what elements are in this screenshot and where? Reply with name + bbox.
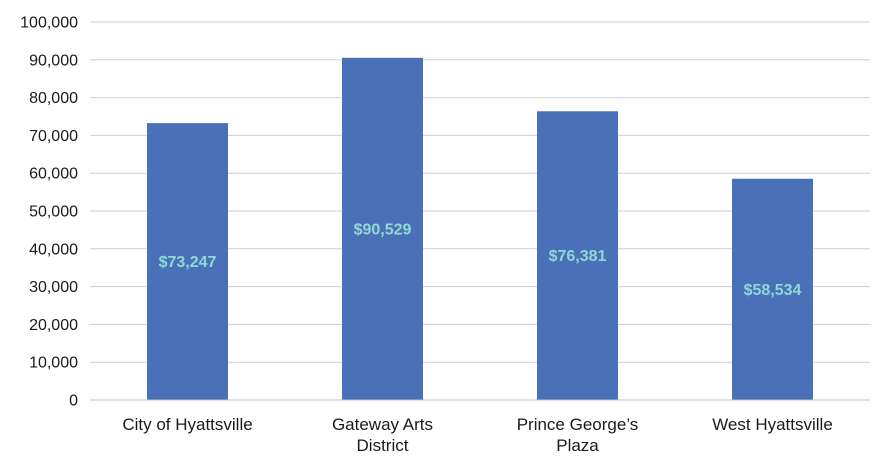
bar [147, 123, 228, 400]
y-tick-label: 80,000 [29, 90, 78, 107]
category-label: Plaza [556, 436, 599, 455]
y-tick-label: 40,000 [29, 241, 78, 258]
y-tick-label: 30,000 [29, 279, 78, 296]
y-tick-label: 60,000 [29, 166, 78, 183]
bar [342, 57, 423, 400]
y-tick-label: 70,000 [29, 128, 78, 145]
y-tick-label: 50,000 [29, 204, 78, 221]
bars [147, 57, 813, 401]
category-label: West Hyattsville [712, 415, 833, 434]
category-label: City of Hyattsville [122, 415, 252, 434]
y-tick-label: 20,000 [29, 317, 78, 334]
y-tick-label: 90,000 [29, 52, 78, 69]
category-label: Prince George’s [517, 415, 639, 434]
y-tick-label: 10,000 [29, 355, 78, 372]
data-label: $58,534 [744, 282, 802, 299]
y-tick-label: 0 [69, 393, 78, 410]
y-tick-label: 100,000 [20, 15, 78, 32]
category-label: Gateway Arts [332, 415, 433, 434]
y-axis-tick-labels: 0 10,000 20,000 30,000 40,000 50,000 60,000 70,… [20, 15, 78, 410]
data-label: $76,381 [549, 248, 607, 265]
bar [537, 111, 618, 401]
category-label: District [357, 436, 409, 455]
data-label: $90,529 [354, 221, 412, 238]
bar [732, 178, 813, 400]
data-labels: $73,247 $90,529 $76,381 $58,534 [159, 221, 802, 298]
data-label: $73,247 [159, 254, 217, 271]
x-axis-category-labels: City of Hyattsville Gateway Arts District P… [122, 415, 832, 455]
